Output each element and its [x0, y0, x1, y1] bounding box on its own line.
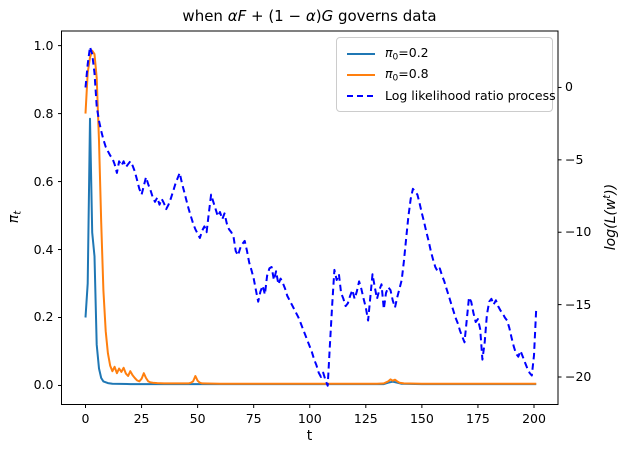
- x-tick-label: 75: [245, 410, 262, 426]
- series-line-log-likelihood-ratio: [84, 45, 538, 387]
- y-left-tick-label: 0.4: [33, 241, 54, 257]
- y-right-tick-label: −5: [565, 151, 584, 167]
- x-tick-label: 0: [81, 410, 90, 426]
- y-left-tick-label: 0.6: [33, 173, 54, 189]
- y-right-tick-label: −20: [565, 368, 592, 384]
- x-tick-label: 25: [133, 410, 150, 426]
- y-right-tick-label: 0: [565, 79, 573, 95]
- y-left-axis-label: πt: [6, 210, 24, 224]
- legend-item-log-likelihood-ratio: Log likelihood ratio process: [346, 85, 556, 106]
- x-tick-label: 200: [522, 410, 546, 426]
- legend-item-pi0-0.2: π0=0.2: [346, 43, 544, 64]
- y-right-tick-label: −15: [565, 296, 592, 312]
- y-left-tick-label: 1.0: [33, 37, 54, 53]
- series-line-pi0-0.8: [84, 49, 537, 385]
- y-right-tick-label: −10: [565, 224, 592, 240]
- legend-label-log-likelihood-ratio: Log likelihood ratio process: [385, 88, 556, 103]
- legend-item-pi0-0.8: π0=0.8: [346, 64, 544, 85]
- y-left-tick-label: 0.8: [33, 105, 54, 121]
- legend-line-swatch-pi0-0.2: [347, 52, 375, 55]
- chart-title: when αF + (1 − α)G governs data: [182, 7, 437, 25]
- x-tick-label: 50: [189, 410, 206, 426]
- x-tick-label: 125: [353, 410, 378, 426]
- x-axis-label: t: [306, 428, 313, 444]
- x-tick-label: 175: [466, 410, 490, 426]
- x-tick-label: 150: [409, 410, 434, 426]
- legend-label-pi0-0.2: π0=0.2: [385, 44, 429, 63]
- series-line-pi0-0.2: [84, 117, 537, 386]
- x-tick-label: 100: [297, 410, 322, 426]
- legend-label-pi0-0.8: π0=0.8: [385, 65, 429, 84]
- legend: π0=0.2 π0=0.8 Log likelihood ratio process: [336, 37, 556, 112]
- legend-line-swatch-log-likelihood-ratio: [347, 94, 375, 97]
- y-right-axis-label: log(L(wt)): [602, 183, 620, 251]
- legend-line-swatch-pi0-0.8: [347, 73, 375, 76]
- y-left-tick-label: 0.2: [33, 309, 54, 325]
- y-left-tick-label: 0.0: [33, 377, 54, 393]
